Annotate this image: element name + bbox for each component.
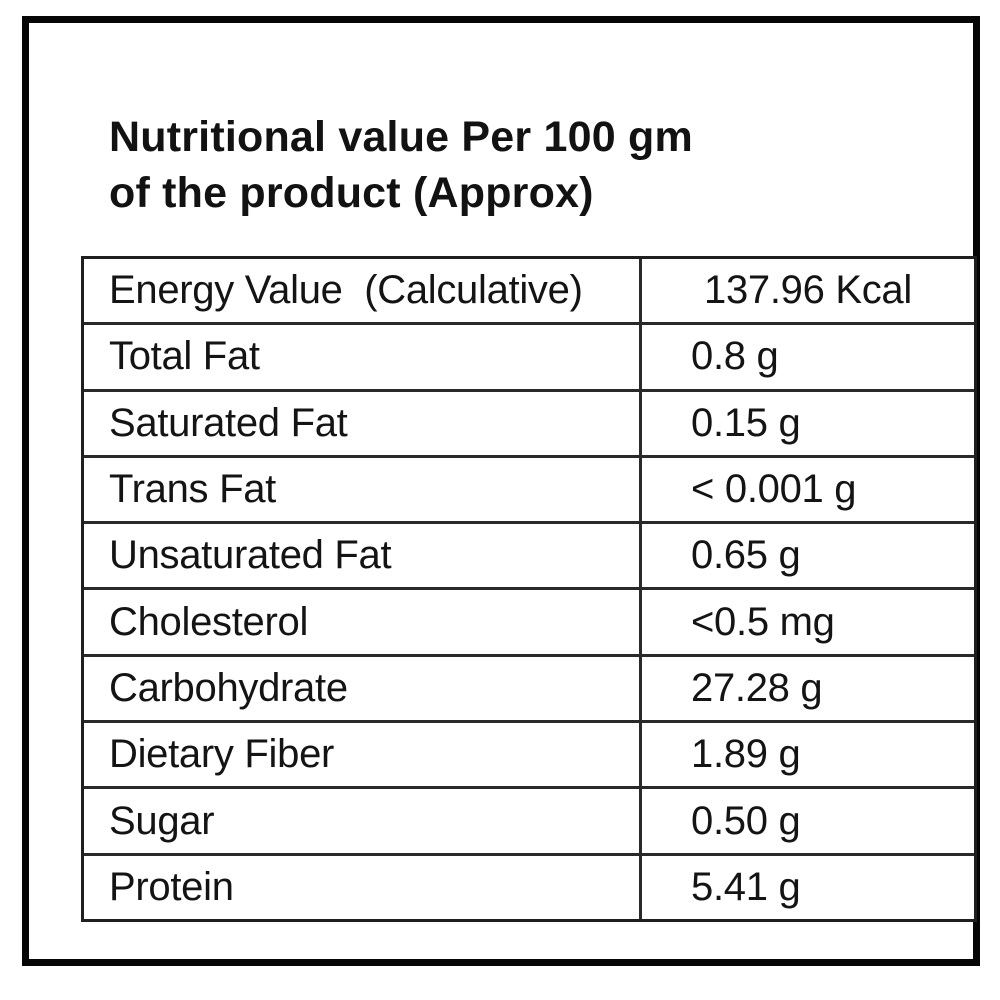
nutrient-value: 0.8 g bbox=[691, 334, 779, 379]
table-row: Saturated Fat 0.15 g bbox=[84, 388, 974, 455]
table-row: Dietary Fiber 1.89 g bbox=[84, 720, 974, 787]
table-row: Unsaturated Fat 0.65 g bbox=[84, 521, 974, 588]
table-row: Energy Value (Calculative) 137.96 Kcal bbox=[84, 259, 974, 323]
table-row: Total Fat 0.8 g bbox=[84, 322, 974, 389]
nutrient-value: 137.96 Kcal bbox=[704, 268, 912, 313]
nutrition-table: Energy Value (Calculative) 137.96 Kcal T… bbox=[81, 256, 977, 922]
nutrient-name: Saturated Fat bbox=[84, 391, 642, 455]
nutrient-name: Protein bbox=[84, 855, 642, 919]
nutrient-name: Cholesterol bbox=[84, 590, 642, 654]
nutrient-name: Unsaturated Fat bbox=[84, 524, 642, 588]
table-row: Trans Fat < 0.001 g bbox=[84, 454, 974, 522]
table-row: Carbohydrate 27.28 g bbox=[84, 653, 974, 721]
nutrient-value: <0.5 mg bbox=[691, 599, 835, 644]
title-line-1: Nutritional value Per 100 gm bbox=[109, 113, 693, 161]
nutrient-name: Total Fat bbox=[84, 325, 642, 389]
table-row: Sugar 0.50 g bbox=[84, 786, 974, 853]
nutrient-value: < 0.001 g bbox=[691, 467, 857, 512]
nutrient-name: Sugar bbox=[84, 789, 642, 853]
page-title: Nutritional value Per 100 gm of the prod… bbox=[109, 109, 693, 221]
nutrient-value: 0.15 g bbox=[691, 400, 801, 445]
nutrient-value: 0.65 g bbox=[691, 533, 801, 578]
nutrient-value: 0.50 g bbox=[691, 798, 801, 843]
nutrient-value: 1.89 g bbox=[691, 732, 801, 777]
nutrient-name: Dietary Fiber bbox=[84, 723, 642, 787]
nutrient-value: 5.41 g bbox=[691, 864, 801, 909]
table-row: Cholesterol <0.5 mg bbox=[84, 587, 974, 654]
table-row: Protein 5.41 g bbox=[84, 852, 974, 919]
label-outer-frame: Nutritional value Per 100 gm of the prod… bbox=[22, 16, 980, 966]
nutrient-value: 27.28 g bbox=[691, 665, 823, 710]
nutrient-name: Trans Fat bbox=[84, 457, 642, 522]
title-line-2: of the product (Approx) bbox=[109, 169, 594, 217]
nutrient-name: Energy Value (Calculative) bbox=[84, 259, 642, 323]
nutrient-name: Carbohydrate bbox=[84, 656, 642, 721]
